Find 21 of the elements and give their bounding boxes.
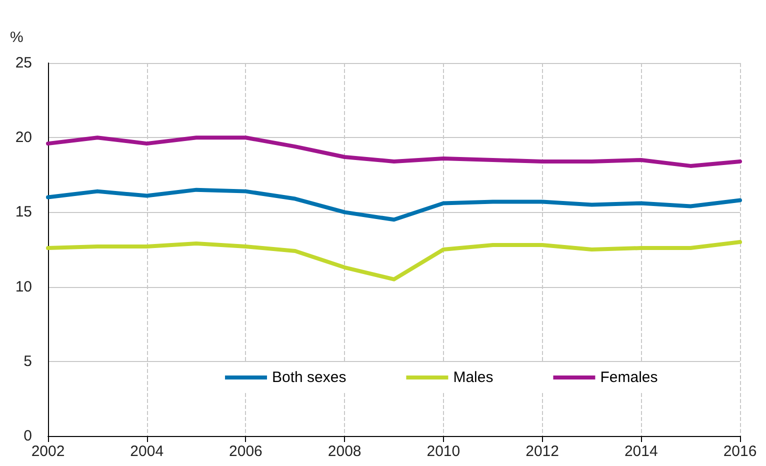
- y-tick-label: 15: [15, 204, 32, 221]
- y-tick-label: 20: [15, 129, 32, 146]
- line-series: [46, 136, 742, 168]
- y-tick-label: 10: [15, 278, 32, 296]
- line-series: [46, 188, 742, 222]
- y-tick-label: 25: [15, 54, 32, 72]
- x-tick-label: 2016: [723, 443, 757, 460]
- y-axis-title: %: [10, 29, 24, 46]
- x-tick-label: 2004: [130, 443, 164, 460]
- x-tick-label: 2008: [328, 443, 362, 460]
- x-tick-label: 2014: [624, 443, 658, 460]
- y-tick-label: 5: [24, 352, 32, 370]
- line-series: [46, 240, 742, 282]
- x-tick-label: 2012: [526, 443, 559, 460]
- y-tick-label: 0: [24, 428, 32, 444]
- x-tick-label: 2002: [31, 443, 65, 460]
- x-tick-label: 2010: [426, 443, 460, 460]
- legend-label: Both sexes: [272, 369, 346, 386]
- legend-label: Females: [600, 369, 658, 386]
- legend-label: Males: [453, 369, 494, 386]
- x-tick-label: 2006: [229, 443, 262, 460]
